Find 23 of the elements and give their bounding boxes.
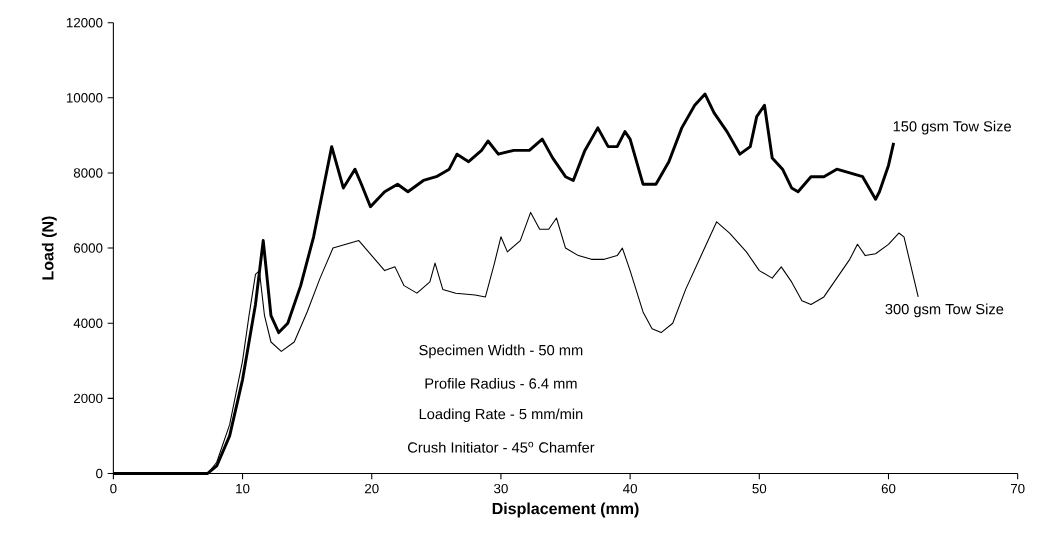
y-tick-label: 12000: [66, 18, 103, 28]
x-tick-label: 10: [236, 483, 250, 494]
x-tick-label: 0: [110, 483, 117, 494]
annotation: Profile Radius - 6.4 mm: [425, 378, 577, 389]
x-axis-title: Displacement (mm): [492, 502, 639, 518]
y-tick-label: 10000: [66, 93, 103, 103]
y-axis-title: Load (N): [41, 216, 57, 280]
annotation: Specimen Width - 50 mm: [419, 344, 583, 359]
x-tick-label: 20: [364, 483, 379, 494]
x-tick-label: 70: [1010, 483, 1025, 494]
x-tick-label: 60: [881, 483, 896, 494]
y-tick-label: 4000: [73, 318, 103, 329]
y-tick-label: 6000: [73, 243, 103, 253]
text: 300 gsm Tow Size: [885, 303, 1004, 318]
annotation: Loading Rate - 5 mm/min: [419, 408, 583, 423]
x-tick-label: 30: [494, 483, 508, 494]
annotation: Crush Initiator - 45$^{o}$ Chamfer: [407, 441, 595, 453]
series-label: 150 gsm Tow Size: [893, 120, 1011, 135]
y-tick-label: 2000: [73, 393, 103, 404]
x-tick-label: 50: [752, 483, 767, 494]
y-tick-label: 8000: [73, 168, 103, 178]
y-tick-label: 0: [96, 468, 103, 479]
x-tick-label: 40: [623, 483, 638, 494]
